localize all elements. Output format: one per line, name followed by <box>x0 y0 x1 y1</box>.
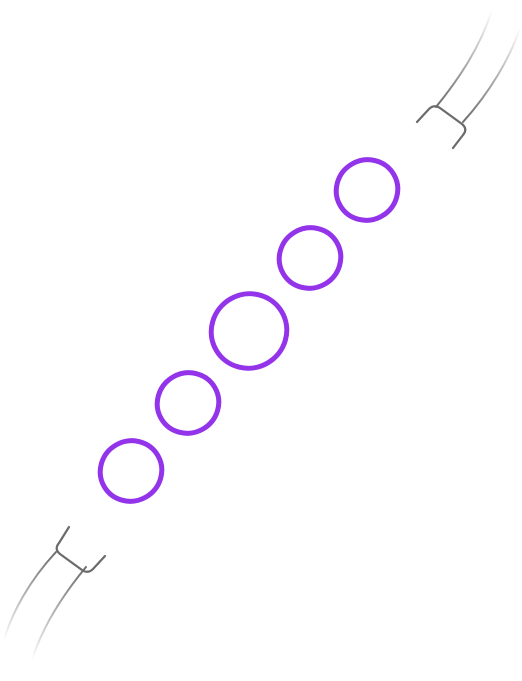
top-cable-wire-inner <box>435 9 493 108</box>
circle-ring-icon <box>276 225 344 291</box>
usb-plug-icon <box>415 105 467 150</box>
usb-plug-icon <box>55 525 107 573</box>
circle-ring-icon <box>154 370 222 436</box>
top-cable <box>415 9 521 150</box>
connection-rings <box>97 157 401 504</box>
circle-ring-icon <box>208 291 290 371</box>
circle-ring-icon <box>333 157 401 223</box>
circle-ring-icon <box>97 438 165 504</box>
bottom-cable <box>3 525 107 661</box>
top-cable-wire-outer <box>462 27 521 123</box>
bottom-cable-wire-outer <box>3 551 57 641</box>
bottom-cable-wire-inner <box>31 566 87 661</box>
